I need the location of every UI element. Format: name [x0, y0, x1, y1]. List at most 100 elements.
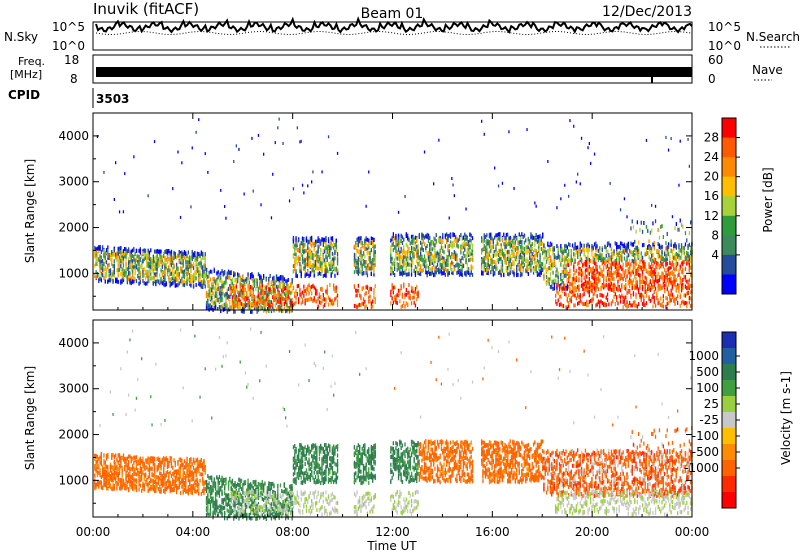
data-cell: [202, 285, 204, 289]
data-cell: [221, 268, 223, 273]
data-cell: [102, 245, 104, 250]
data-cell: [360, 296, 362, 301]
data-cell: [651, 246, 653, 251]
data-cell: [501, 181, 504, 185]
data-cell: [544, 252, 546, 257]
data-cell: [421, 242, 423, 247]
data-cell: [640, 279, 642, 284]
data-cell: [527, 249, 529, 254]
data-cell: [622, 249, 624, 254]
data-cell: [453, 238, 455, 243]
data-cell: [470, 257, 472, 262]
data-cell: [486, 249, 488, 254]
data-cell: [392, 242, 394, 246]
data-cell: [294, 294, 296, 298]
data-cell: [617, 245, 619, 250]
data-cell: [427, 236, 430, 240]
data-cell: [616, 257, 618, 262]
data-cell: [144, 252, 147, 257]
data-cell: [640, 251, 642, 256]
data-cell: [143, 248, 145, 253]
data-cell: [100, 255, 102, 260]
data-cell: [452, 244, 454, 249]
data-cell: [483, 264, 485, 269]
data-cell: [516, 236, 518, 241]
data-cell: [225, 276, 227, 281]
data-cell: [186, 279, 188, 284]
data-cell: [129, 278, 131, 283]
data-cell: [305, 238, 308, 243]
data-cell: [111, 262, 113, 266]
data-cell: [153, 259, 156, 264]
data-cell: [233, 295, 235, 300]
data-cell: [529, 252, 531, 257]
data-cell: [543, 276, 545, 281]
data-cell: [575, 250, 577, 255]
data-cell: [494, 271, 496, 276]
data-cell: [166, 251, 169, 256]
data-cell: [634, 300, 636, 305]
data-cell: [603, 278, 605, 283]
data-cell: [399, 255, 401, 260]
data-cell: [570, 255, 572, 260]
data-cell: [426, 273, 428, 278]
data-cell: [569, 287, 571, 292]
data-cell: [649, 257, 651, 262]
data-cell: [269, 274, 271, 278]
data-cell: [491, 260, 493, 264]
data-cell: [400, 239, 402, 243]
data-cell: [373, 272, 375, 277]
data-cell: [417, 254, 419, 259]
data-cell: [359, 257, 361, 262]
data-cell: [179, 251, 182, 256]
data-cell: [651, 256, 653, 260]
data-cell: [373, 245, 375, 250]
data-cell: [648, 270, 650, 275]
data-cell: [638, 264, 640, 269]
data-cell: [505, 232, 507, 237]
data-cell: [263, 293, 265, 298]
data-cell: [625, 269, 627, 274]
data-cell: [139, 257, 141, 262]
data-cell: [179, 215, 182, 219]
data-cell: [391, 256, 393, 261]
data-cell: [309, 260, 311, 265]
data-cell: [439, 257, 441, 262]
data-cell: [514, 233, 516, 238]
data-cell: [312, 284, 314, 289]
data-cell: [295, 238, 297, 243]
data-cell: [133, 257, 135, 262]
data-cell: [325, 254, 327, 259]
data-cell: [464, 253, 466, 258]
data-cell: [571, 282, 574, 287]
data-cell: [264, 285, 266, 290]
data-cell: [183, 272, 186, 276]
data-cell: [603, 260, 605, 265]
data-cell: [579, 245, 581, 249]
data-cell: [569, 289, 571, 294]
data-cell: [413, 252, 415, 257]
data-cell: [465, 259, 467, 264]
data-cell: [317, 246, 319, 251]
data-cell: [311, 297, 313, 302]
data-cell: [577, 301, 579, 306]
data-cell: [147, 251, 149, 256]
data-cell: [365, 266, 367, 271]
data-cell: [285, 309, 287, 314]
data-cell: [573, 273, 575, 278]
data-cell: [321, 299, 323, 303]
data-cell: [461, 262, 463, 267]
data-cell: [425, 248, 427, 253]
data-cell: [322, 297, 324, 301]
data-cell: [109, 278, 112, 283]
data-cell: [185, 267, 187, 272]
data-cell: [405, 234, 407, 238]
data-cell: [438, 138, 440, 142]
data-cell: [394, 273, 396, 277]
data-cell: [115, 254, 117, 259]
data-cell: [281, 303, 283, 308]
data-cell: [423, 259, 426, 264]
data-cell: [427, 257, 430, 262]
data-cell: [456, 270, 458, 275]
data-cell: [539, 253, 541, 258]
